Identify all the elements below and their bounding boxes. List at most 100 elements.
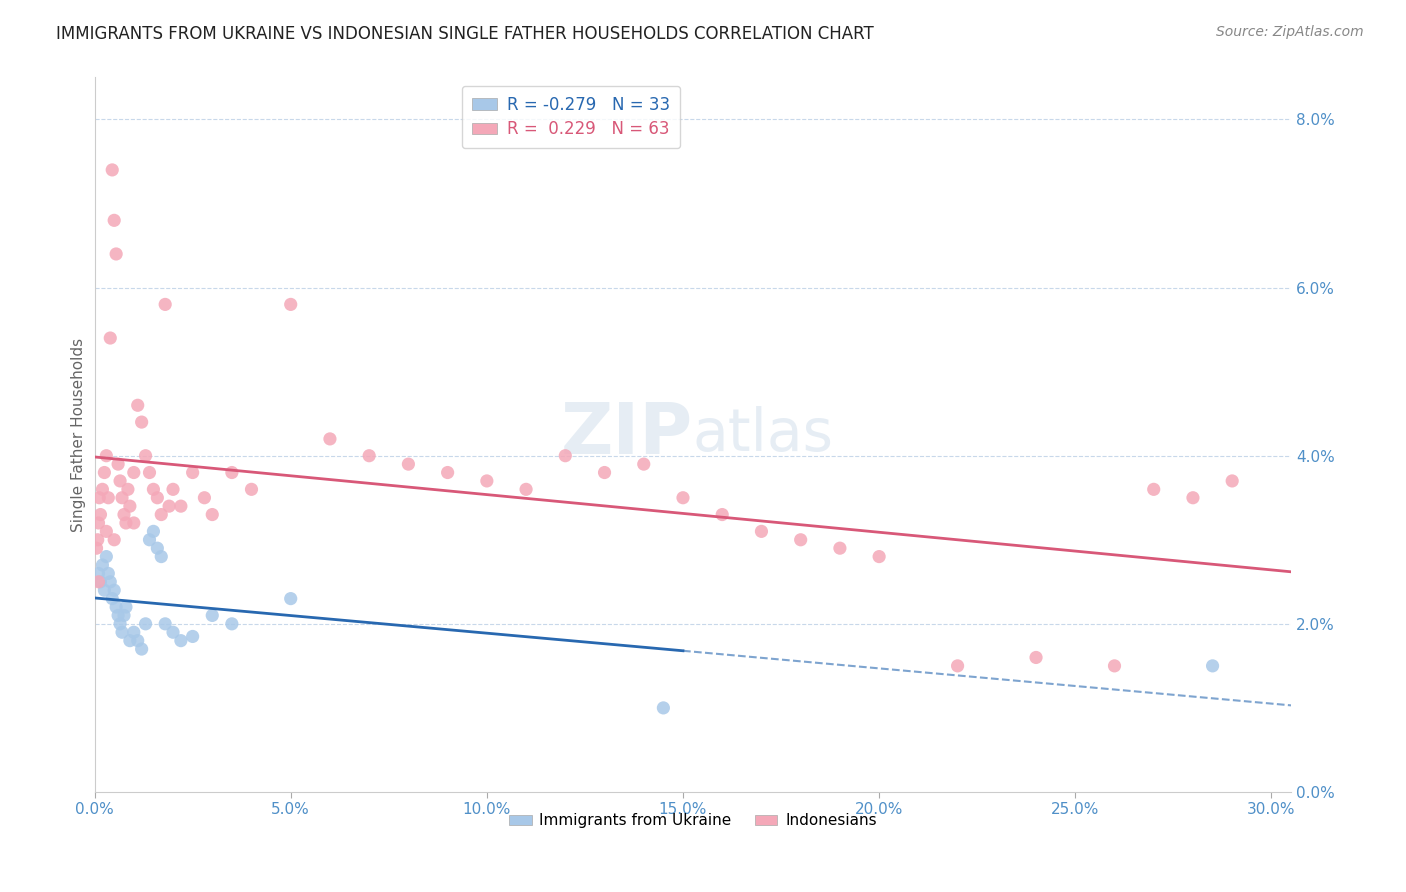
Point — [122, 466, 145, 480]
Point — [672, 491, 695, 505]
Point — [633, 457, 655, 471]
Point — [396, 457, 419, 471]
Point — [181, 630, 204, 644]
Point — [118, 499, 141, 513]
Point — [118, 633, 141, 648]
Text: atlas: atlas — [693, 406, 834, 463]
Y-axis label: Single Father Households: Single Father Households — [72, 338, 86, 532]
Point — [127, 633, 149, 648]
Legend: Immigrants from Ukraine, Indonesians: Immigrants from Ukraine, Indonesians — [503, 807, 883, 834]
Point — [111, 625, 134, 640]
Point — [86, 541, 108, 556]
Point — [91, 483, 114, 497]
Point — [111, 491, 134, 505]
Point — [868, 549, 890, 564]
Point — [96, 524, 118, 539]
Point — [91, 558, 114, 572]
Point — [436, 466, 458, 480]
Point — [107, 608, 129, 623]
Point — [1181, 491, 1204, 505]
Point — [138, 466, 160, 480]
Point — [170, 499, 193, 513]
Point — [1025, 650, 1047, 665]
Point — [97, 491, 120, 505]
Point — [1201, 658, 1223, 673]
Point — [157, 499, 180, 513]
Point — [146, 491, 169, 505]
Point — [652, 701, 675, 715]
Point — [162, 483, 184, 497]
Point — [135, 449, 157, 463]
Point — [97, 566, 120, 581]
Point — [89, 574, 111, 589]
Point — [112, 608, 135, 623]
Point — [86, 533, 108, 547]
Point — [221, 616, 243, 631]
Point — [138, 533, 160, 547]
Point — [475, 474, 498, 488]
Point — [87, 574, 110, 589]
Text: Source: ZipAtlas.com: Source: ZipAtlas.com — [1216, 25, 1364, 39]
Text: IMMIGRANTS FROM UKRAINE VS INDONESIAN SINGLE FATHER HOUSEHOLDS CORRELATION CHART: IMMIGRANTS FROM UKRAINE VS INDONESIAN SI… — [56, 25, 875, 43]
Point — [142, 483, 165, 497]
Point — [280, 297, 302, 311]
Point — [115, 516, 138, 530]
Point — [112, 508, 135, 522]
Point — [131, 415, 153, 429]
Point — [153, 297, 176, 311]
Point — [280, 591, 302, 606]
Point — [711, 508, 734, 522]
Point — [789, 533, 811, 547]
Point — [108, 616, 131, 631]
Point — [193, 491, 215, 505]
Point — [515, 483, 537, 497]
Point — [142, 524, 165, 539]
Point — [93, 466, 115, 480]
Point — [201, 608, 224, 623]
Point — [554, 449, 576, 463]
Point — [103, 583, 125, 598]
Point — [89, 491, 111, 505]
Point — [828, 541, 851, 556]
Point — [96, 449, 118, 463]
Point — [170, 633, 193, 648]
Point — [1220, 474, 1243, 488]
Point — [135, 616, 157, 631]
Point — [89, 508, 111, 522]
Point — [162, 625, 184, 640]
Point — [221, 466, 243, 480]
Point — [115, 600, 138, 615]
Point — [108, 474, 131, 488]
Point — [240, 483, 263, 497]
Point — [593, 466, 616, 480]
Point — [93, 583, 115, 598]
Point — [150, 508, 173, 522]
Point — [181, 466, 204, 480]
Point — [146, 541, 169, 556]
Point — [101, 162, 124, 177]
Point — [107, 457, 129, 471]
Point — [87, 566, 110, 581]
Text: ZIP: ZIP — [561, 401, 693, 469]
Point — [751, 524, 773, 539]
Point — [131, 642, 153, 657]
Point — [150, 549, 173, 564]
Point — [201, 508, 224, 522]
Point — [101, 591, 124, 606]
Point — [87, 516, 110, 530]
Point — [946, 658, 969, 673]
Point — [359, 449, 381, 463]
Point — [98, 574, 121, 589]
Point — [319, 432, 342, 446]
Point — [1104, 658, 1126, 673]
Point — [122, 516, 145, 530]
Point — [103, 213, 125, 227]
Point — [153, 616, 176, 631]
Point — [98, 331, 121, 345]
Point — [1143, 483, 1166, 497]
Point — [122, 625, 145, 640]
Point — [117, 483, 139, 497]
Point — [103, 533, 125, 547]
Point — [105, 600, 128, 615]
Point — [105, 247, 128, 261]
